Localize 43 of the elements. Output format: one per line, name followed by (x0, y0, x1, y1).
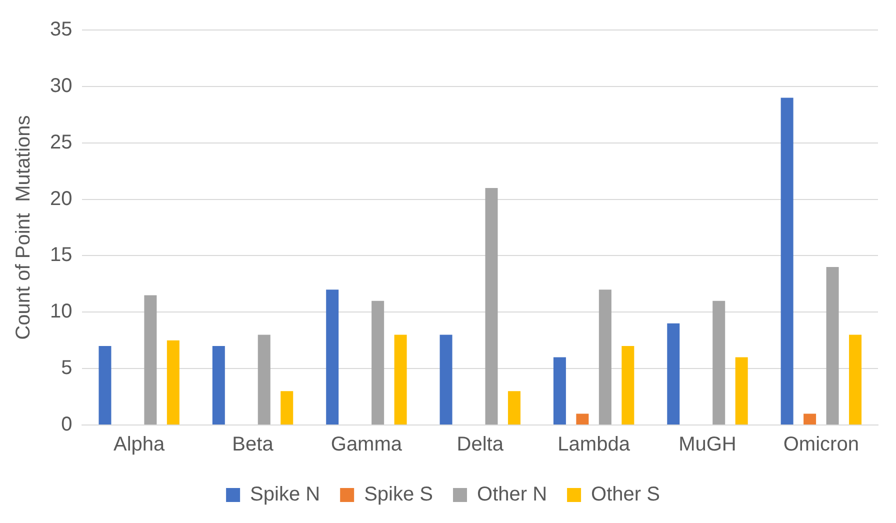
legend-label: Other S (591, 484, 660, 506)
bar (394, 334, 407, 424)
bar (804, 414, 816, 424)
bar (622, 346, 634, 424)
legend-label: Spike S (364, 484, 434, 506)
y-tick-label: 15 (50, 244, 72, 266)
x-tick-label: Delta (456, 434, 504, 456)
x-tick-label: Lambda (558, 434, 631, 456)
bar (326, 290, 339, 424)
y-tick-label: 30 (50, 74, 72, 97)
bar (667, 323, 680, 424)
bar (553, 357, 566, 424)
bar (849, 334, 862, 424)
y-tick-label: 35 (50, 18, 72, 41)
bar (440, 334, 452, 424)
x-tick-label: Gamma (330, 434, 403, 456)
bar (712, 300, 726, 424)
y-axis-title: Count of Point Mutations (12, 115, 35, 340)
bar (826, 267, 839, 424)
bar (280, 391, 294, 424)
x-tick-label: Beta (232, 434, 274, 456)
bar (576, 414, 589, 424)
y-tick-label: 20 (50, 188, 72, 210)
bar (598, 290, 612, 424)
bar (485, 188, 498, 424)
bar (372, 300, 384, 424)
bar (212, 346, 225, 424)
x-tick-label: Alpha (114, 434, 166, 456)
bar (780, 98, 794, 424)
bar (258, 334, 270, 424)
bar (166, 340, 180, 424)
bar (98, 346, 112, 424)
bar (144, 295, 157, 424)
y-tick-label: 0 (61, 414, 72, 436)
bar (735, 357, 748, 424)
y-tick-label: 25 (50, 131, 72, 154)
legend-label: Spike N (250, 484, 320, 506)
x-tick-label: Omicron (783, 434, 859, 456)
bar (508, 391, 520, 424)
legend-label: Other N (477, 484, 548, 506)
y-tick-label: 10 (50, 300, 72, 323)
x-tick-label: MuGH (678, 434, 736, 456)
y-tick-label: 5 (61, 357, 72, 380)
